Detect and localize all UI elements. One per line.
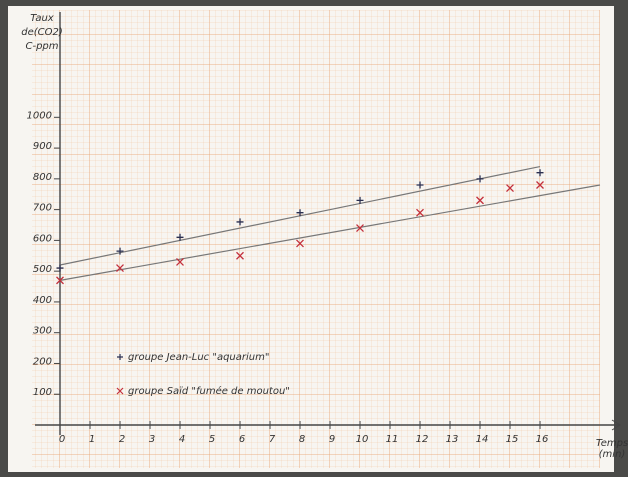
legend-label: groupe Saïd "fumée de moutou"	[128, 385, 290, 397]
x-tick-label: 2	[119, 434, 125, 445]
x-tick-label: 13	[446, 434, 459, 445]
y-tick-label: 800	[33, 172, 52, 183]
x-tick-label: 1	[89, 434, 95, 445]
x-tick-label: 0	[59, 434, 65, 445]
legend-label: groupe Jean-Luc "aquarium"	[128, 352, 269, 363]
x-tick-label: 12	[416, 434, 429, 445]
y-axis-label: C-ppm	[25, 41, 58, 52]
y-tick-label: 700	[33, 203, 52, 214]
x-tick-label: 8	[299, 434, 305, 445]
x-tick-label: 6	[239, 434, 245, 445]
y-axis-label: de(CO2)	[21, 27, 63, 38]
x-tick-label: 5	[209, 434, 215, 445]
x-tick-label: 4	[179, 434, 185, 445]
y-tick-label: 200	[33, 356, 52, 367]
x-tick-label: 11	[386, 434, 399, 445]
chart: Tauxde(CO2)C-ppmTemps(min)10020030040050…	[0, 0, 628, 477]
y-tick-label: 900	[33, 141, 52, 152]
graph-paper	[32, 10, 600, 468]
y-tick-label: 300	[33, 326, 52, 337]
x-tick-label: 15	[506, 434, 519, 445]
y-tick-label: 400	[33, 295, 52, 306]
x-tick-label: 10	[356, 434, 369, 445]
y-tick-label: 500	[33, 264, 52, 275]
x-axis-label: Temps	[596, 438, 628, 449]
y-tick-label: 600	[33, 233, 52, 244]
y-axis-label: Taux	[30, 13, 54, 24]
x-tick-label: 7	[269, 434, 276, 445]
y-tick-label: 100	[33, 387, 52, 398]
x-tick-label: 14	[476, 434, 489, 445]
x-axis-label: (min)	[599, 449, 626, 460]
y-tick-label: 1000	[27, 110, 52, 121]
photo: Tauxde(CO2)C-ppmTemps(min)10020030040050…	[0, 0, 628, 477]
x-tick-label: 16	[536, 434, 549, 445]
x-tick-label: 3	[149, 434, 155, 445]
x-tick-label: 9	[329, 434, 335, 445]
